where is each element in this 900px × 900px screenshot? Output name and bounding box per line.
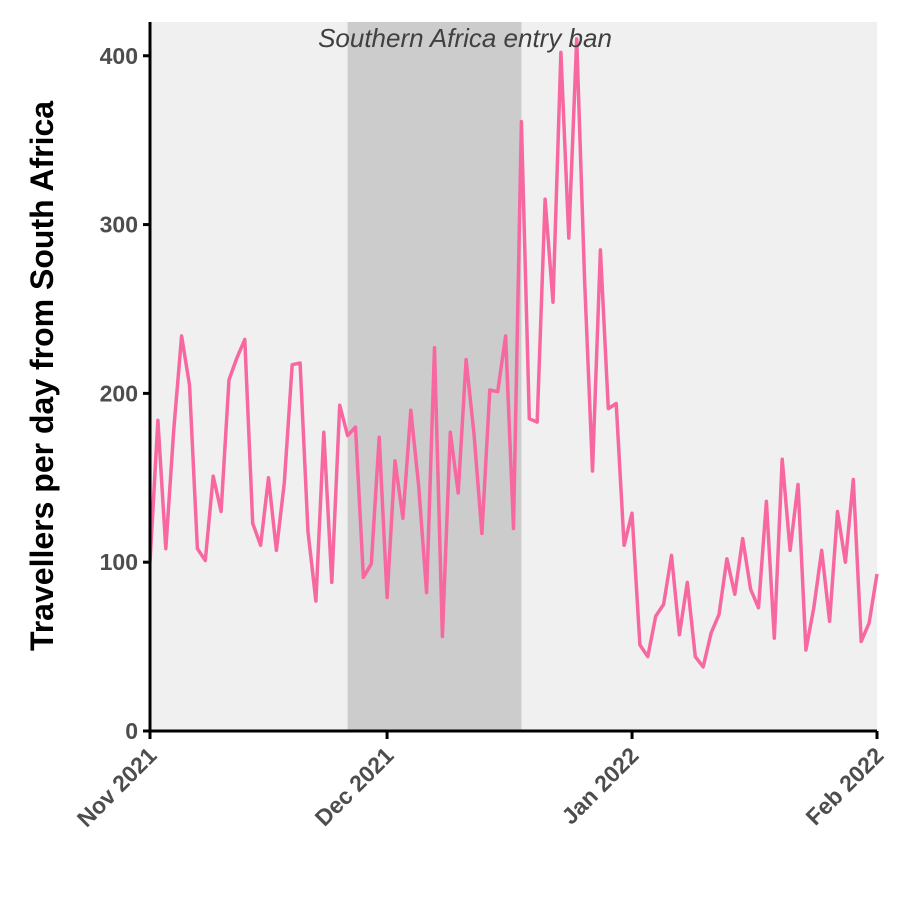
y-tick-label: 200 xyxy=(100,380,138,406)
y-axis-ticks: 0 100 200 300 400 xyxy=(100,43,150,744)
x-tick-label: Dec 2021 xyxy=(310,742,399,831)
y-tick-label: 0 xyxy=(125,718,138,744)
entry-ban-annotation: Southern Africa entry ban xyxy=(318,23,612,53)
y-tick-label: 300 xyxy=(100,212,138,238)
y-axis-label: Travellers per day from South Africa xyxy=(24,101,60,651)
y-tick-label: 400 xyxy=(100,43,138,69)
x-tick-label: Nov 2021 xyxy=(72,742,162,832)
travellers-series-line xyxy=(148,37,879,669)
x-tick-label: Jan 2022 xyxy=(556,742,643,829)
x-axis-ticks: Nov 2021 Dec 2021 Jan 2022 Feb 2022 xyxy=(72,731,889,832)
y-tick-label: 100 xyxy=(100,549,138,575)
x-tick-label: Feb 2022 xyxy=(801,742,889,830)
